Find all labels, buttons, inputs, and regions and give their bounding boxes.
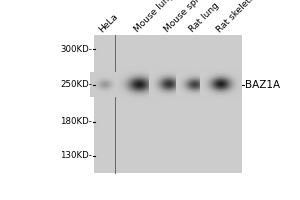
Text: 250KD-: 250KD- <box>60 80 92 89</box>
Text: 130KD-: 130KD- <box>60 151 92 160</box>
Text: 180KD-: 180KD- <box>60 117 92 126</box>
Text: Mouse lung: Mouse lung <box>132 0 176 34</box>
Text: 300KD-: 300KD- <box>60 45 92 54</box>
Text: BAZ1A: BAZ1A <box>245 80 280 90</box>
Text: Rat lung: Rat lung <box>188 1 221 34</box>
Text: Mouse spleen: Mouse spleen <box>163 0 213 34</box>
Bar <box>94 35 242 173</box>
Text: HeLa: HeLa <box>98 11 120 34</box>
Text: Rat skeletal muscle: Rat skeletal muscle <box>215 0 284 34</box>
